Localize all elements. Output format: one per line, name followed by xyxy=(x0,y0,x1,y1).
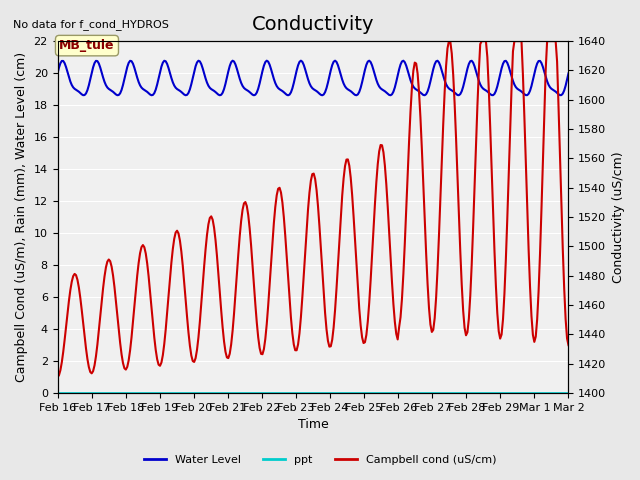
Text: MB_tule: MB_tule xyxy=(60,39,115,52)
Y-axis label: Conductivity (uS/cm): Conductivity (uS/cm) xyxy=(612,151,625,283)
Title: Conductivity: Conductivity xyxy=(252,15,374,34)
Y-axis label: Campbell Cond (uS/m), Rain (mm), Water Level (cm): Campbell Cond (uS/m), Rain (mm), Water L… xyxy=(15,52,28,382)
X-axis label: Time: Time xyxy=(298,419,328,432)
Text: No data for f_cond_HYDROS: No data for f_cond_HYDROS xyxy=(13,19,169,30)
Legend: Water Level, ppt, Campbell cond (uS/cm): Water Level, ppt, Campbell cond (uS/cm) xyxy=(140,451,500,469)
